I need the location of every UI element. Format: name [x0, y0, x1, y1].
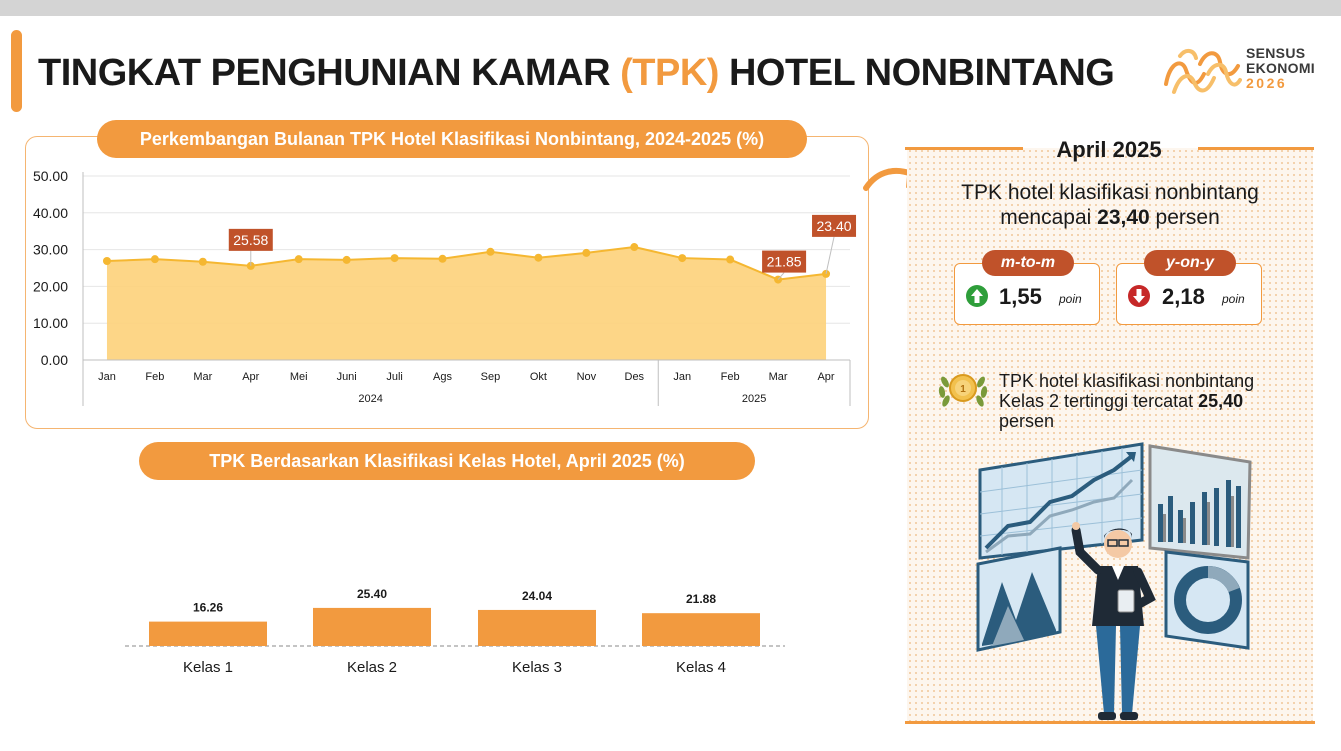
y-tick-label: 10.00 — [33, 315, 68, 331]
logo-text-sensus: SENSUS — [1246, 45, 1306, 61]
data-label-box — [812, 214, 857, 237]
line-chart: 0.00 10.00 20.00 30.00 40.00 50.00 Jan Feb Mar Ap… — [33, 168, 857, 406]
data-point — [630, 243, 639, 252]
medal-icon: 1 — [938, 374, 988, 407]
data-point — [678, 254, 687, 263]
bar-category-label: Kelas 1 — [183, 659, 233, 676]
x-tick-label: Okt — [530, 371, 547, 383]
page-title: TINGKAT PENGHUNIAN KAMAR (TPK) HOTEL NON… — [38, 52, 1115, 94]
x-tick-label: Des — [625, 371, 645, 383]
logo-text-year: 2026 — [1246, 75, 1288, 91]
y-tick-label: 40.00 — [33, 205, 68, 221]
x-tick-label: Jan — [98, 371, 116, 383]
sensus-ekonomi-logo: SENSUS EKONOMI 2026 — [1160, 40, 1320, 102]
bar-value-label: 24.04 — [522, 589, 552, 603]
bar-category-label: Kelas 2 — [347, 659, 397, 676]
summary-date: April 2025 — [1056, 137, 1162, 162]
x-tick-label: Ags — [433, 371, 452, 383]
year-group-label: 2024 — [358, 393, 382, 405]
data-point — [102, 257, 111, 266]
summary-headline: TPK hotel klasifikasi nonbintang mencapa… — [961, 181, 1259, 229]
bar — [642, 613, 760, 646]
x-tick-label: Feb — [145, 371, 164, 383]
x-tick-label: Mei — [290, 371, 308, 383]
bar-chart-title: TPK Berdasarkan Klasifikasi Kelas Hotel,… — [139, 442, 755, 480]
summary-divider-left — [905, 147, 1023, 150]
svg-text:1: 1 — [960, 384, 966, 395]
data-point — [438, 254, 447, 263]
bar-value-label: 21.88 — [686, 592, 716, 606]
data-label: 25.58 — [233, 232, 268, 248]
bar-chart: 16.26 Kelas 1 25.40 Kelas 2 24.04 Kelas 3 21.8… — [125, 587, 785, 676]
bar-category-label: Kelas 4 — [676, 659, 726, 676]
logo-text-ekonomi: EKONOMI — [1246, 60, 1315, 76]
data-point — [534, 253, 543, 262]
bar-value-label: 16.26 — [193, 601, 223, 615]
data-label-box — [228, 228, 273, 251]
x-tick-label: Juni — [337, 371, 357, 383]
area-fill — [106, 247, 827, 360]
analyst-dashboard-illustration — [976, 442, 1252, 720]
y-tick-label: 30.00 — [33, 242, 68, 258]
data-point — [198, 257, 207, 266]
series-line — [106, 246, 827, 281]
data-point — [390, 254, 399, 263]
summary-note: TPK hotel klasifikasi nonbintang Kelas 2… — [999, 371, 1255, 431]
bar-value-label: 25.40 — [357, 587, 387, 601]
x-tick-label: Mar — [769, 371, 788, 383]
yony-unit: poin — [1222, 292, 1245, 306]
x-tick-label: Mar — [193, 371, 212, 383]
summary-headline-value: 23,40 — [1097, 206, 1150, 229]
bar — [149, 621, 267, 646]
year-group-label: 2025 — [742, 393, 766, 405]
data-point — [726, 255, 735, 264]
data-point — [150, 255, 159, 264]
yony-label: y-on-y — [1144, 250, 1236, 276]
summary-note-value: 25,40 — [1198, 391, 1244, 411]
bar — [313, 607, 431, 646]
x-tick-label: Apr — [817, 371, 834, 383]
summary-bottom-divider — [905, 721, 1315, 724]
x-tick-label: Sep — [481, 371, 501, 383]
yony-value: 2,18 — [1162, 284, 1205, 309]
y-tick-label: 20.00 — [33, 278, 68, 294]
data-point — [486, 247, 495, 256]
x-tick-label: Nov — [577, 371, 597, 383]
mtom-label: m-to-m — [982, 250, 1074, 276]
data-point — [582, 248, 591, 257]
arrow-up-icon — [966, 285, 988, 307]
x-tick-label: Apr — [242, 371, 259, 383]
mtom-value: 1,55 — [999, 284, 1042, 309]
summary-divider-right — [1198, 147, 1314, 150]
data-label: 21.85 — [767, 254, 802, 270]
x-tick-label: Juli — [386, 371, 403, 383]
top-bar — [0, 0, 1341, 16]
data-label-leader — [825, 236, 835, 274]
line-chart-title: Perkembangan Bulanan TPK Hotel Klasifika… — [97, 120, 807, 158]
title-accent-bar — [11, 30, 22, 112]
x-tick-label: Jan — [673, 371, 691, 383]
data-label-leader — [777, 272, 785, 280]
y-tick-label: 0.00 — [41, 352, 68, 368]
data-point — [294, 255, 303, 264]
data-label-box — [762, 250, 807, 273]
data-point — [342, 255, 351, 264]
arrow-down-icon — [1128, 285, 1150, 307]
y-tick-label: 50.00 — [33, 168, 68, 184]
sensus-ekonomi-logo-icon — [1164, 49, 1242, 94]
bar-category-label: Kelas 3 — [512, 659, 562, 676]
data-label: 23.40 — [817, 218, 852, 234]
x-tick-label: Feb — [721, 371, 740, 383]
mtom-unit: poin — [1059, 292, 1082, 306]
bar — [478, 609, 596, 646]
